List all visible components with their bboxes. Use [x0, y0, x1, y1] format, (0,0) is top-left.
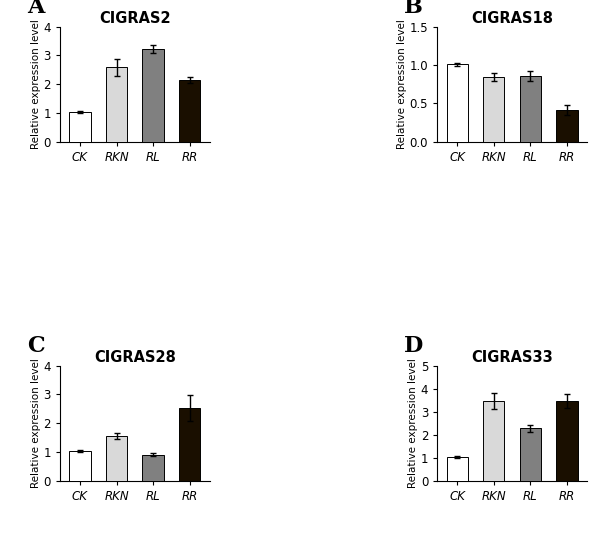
Bar: [483, 400, 504, 481]
Title: CIGRAS33: CIGRAS33: [471, 350, 553, 365]
Text: B: B: [404, 0, 423, 18]
Bar: [520, 428, 541, 481]
Bar: [106, 67, 127, 142]
Title: CIGRAS2: CIGRAS2: [99, 11, 171, 26]
Bar: [69, 451, 90, 481]
Title: CIGRAS18: CIGRAS18: [471, 11, 553, 26]
Bar: [143, 455, 164, 481]
Text: D: D: [404, 335, 423, 357]
Y-axis label: Relative expression level: Relative expression level: [408, 358, 418, 488]
Bar: [556, 110, 577, 142]
Title: CIGRAS28: CIGRAS28: [94, 350, 176, 365]
Bar: [106, 436, 127, 481]
Bar: [179, 80, 200, 142]
Bar: [143, 49, 164, 142]
Bar: [556, 402, 577, 481]
Bar: [447, 458, 468, 481]
Y-axis label: Relative expression level: Relative expression level: [31, 358, 41, 488]
Bar: [179, 409, 200, 481]
Text: A: A: [27, 0, 44, 18]
Y-axis label: Relative expression level: Relative expression level: [397, 19, 407, 149]
Bar: [447, 64, 468, 142]
Bar: [483, 77, 504, 142]
Bar: [520, 76, 541, 142]
Text: C: C: [27, 335, 44, 357]
Y-axis label: Relative expression level: Relative expression level: [31, 19, 41, 149]
Bar: [69, 112, 90, 142]
